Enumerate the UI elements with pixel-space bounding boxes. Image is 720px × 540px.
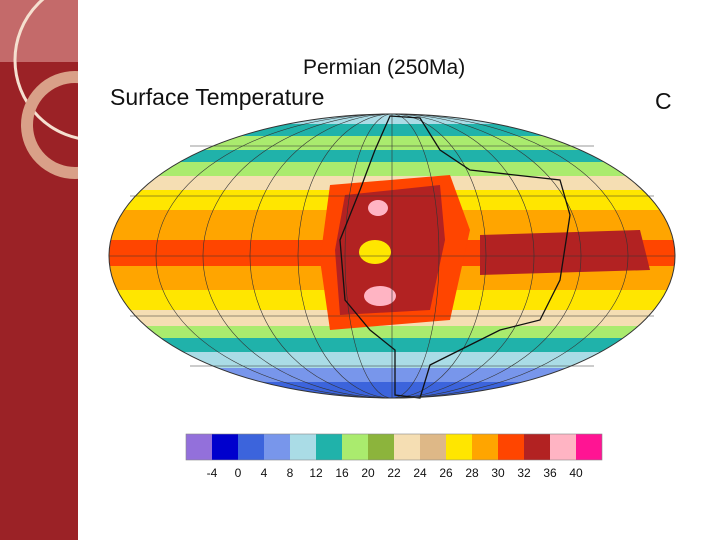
colorbar-swatch: [524, 434, 550, 460]
colorbar-label: 0: [235, 466, 242, 480]
colorbar-swatch: [212, 434, 238, 460]
colorbar-label: 32: [517, 466, 531, 480]
colorbar-label: 4: [261, 466, 268, 480]
colorbar-label: 36: [543, 466, 557, 480]
colorbar-swatch: [264, 434, 290, 460]
colorbar-swatch: [550, 434, 576, 460]
colorbar-swatch: [290, 434, 316, 460]
colorbar: -4 0 4 8 12 16 20 22 24 26 28 30 32 36 40: [185, 433, 603, 480]
colorbar-label: 40: [569, 466, 583, 480]
colorbar-border: [185, 433, 603, 461]
colorbar-label: 16: [335, 466, 349, 480]
colorbar-label: 26: [439, 466, 453, 480]
chart-title: Permian (250Ma): [303, 56, 466, 79]
colorbar-swatch: [446, 434, 472, 460]
colorbar-label: 30: [491, 466, 505, 480]
colorbar-label: 28: [465, 466, 479, 480]
colorbar-label: -4: [207, 466, 218, 480]
circle-ornament-icon: [0, 0, 78, 179]
colorbar-label: 24: [413, 466, 427, 480]
colorbar-swatch: [576, 434, 602, 460]
pangaea-coastline: [339, 115, 571, 399]
colorbar-label: 8: [287, 466, 294, 480]
colorbar-label: 20: [361, 466, 375, 480]
colorbar-swatch: [472, 434, 498, 460]
map-border: [108, 113, 676, 399]
colorbar-swatch: [342, 434, 368, 460]
colorbar-label: 22: [387, 466, 401, 480]
colorbar-swatch: [238, 434, 264, 460]
colorbar-swatch: [420, 434, 446, 460]
panel-label: C: [655, 88, 672, 114]
colorbar-swatch: [186, 434, 212, 460]
colorbar-swatch: [316, 434, 342, 460]
chart-subtitle: Surface Temperature: [110, 84, 325, 110]
colorbar-swatch: [394, 434, 420, 460]
colorbar-swatch: [368, 434, 394, 460]
colorbar-swatch: [498, 434, 524, 460]
colorbar-label: 12: [309, 466, 323, 480]
slide-sidebar-decoration: [0, 0, 78, 540]
